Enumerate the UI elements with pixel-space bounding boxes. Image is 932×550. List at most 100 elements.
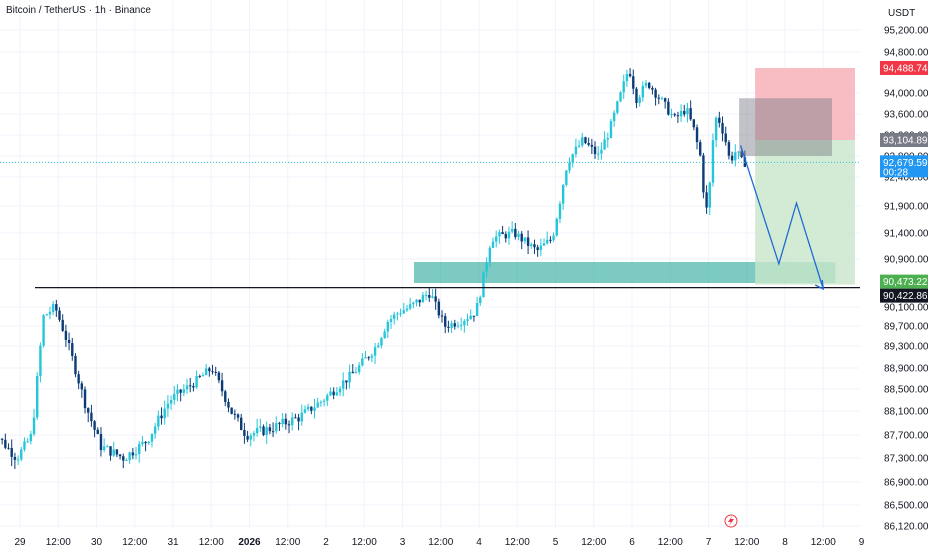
candle-body [520, 233, 523, 242]
candle-body [565, 170, 568, 185]
candle-body [654, 89, 657, 98]
take-profit-tag: 90,473.22 [883, 277, 928, 288]
entry-tag-bg [880, 132, 928, 147]
time-tick-label: 3 [400, 537, 406, 548]
price-tick-label: 88,500.00 [884, 385, 929, 396]
candle-body [332, 391, 335, 396]
candle-body [265, 427, 268, 435]
candle-body [217, 372, 221, 381]
candle-body [472, 315, 476, 317]
candle-body [663, 98, 667, 102]
support-tag: 90,422.86 [883, 291, 928, 302]
candle-body [335, 392, 339, 396]
candle-body [240, 417, 243, 430]
candle-body [424, 295, 428, 297]
candle-body [699, 142, 702, 156]
candle-body [348, 371, 351, 383]
candle-body [444, 316, 447, 327]
time-tick-label: 12:00 [199, 537, 224, 548]
candle-body [182, 389, 186, 393]
candle-body [638, 97, 641, 103]
candle-body [357, 365, 361, 373]
candle-body [479, 297, 482, 304]
candle-body [718, 117, 721, 123]
candle-body [64, 330, 68, 340]
candle-body [581, 137, 584, 146]
candle-body [542, 243, 546, 246]
candle-body [724, 133, 727, 143]
candle-body [507, 231, 511, 239]
candle-body [523, 237, 527, 242]
candle-body [670, 114, 673, 116]
support-tag-bg [880, 288, 928, 303]
candle-body [141, 441, 144, 445]
candle-body [734, 152, 737, 161]
candles [0, 68, 747, 470]
candle-body [628, 74, 632, 77]
candle-body [730, 155, 734, 161]
time-tick-label: 12:00 [428, 537, 453, 548]
candle-body [510, 228, 514, 232]
candle-body [673, 114, 676, 116]
lightning-icon[interactable] [724, 514, 738, 528]
candle-body [577, 145, 581, 147]
candle-body [74, 355, 77, 375]
candle-body [153, 426, 157, 434]
candle-body [561, 184, 565, 204]
candle-body [421, 295, 425, 303]
candle-body [648, 82, 651, 88]
candle-body [558, 203, 562, 219]
candle-body [313, 407, 316, 411]
candle-body [612, 112, 616, 122]
candle-body [552, 235, 555, 241]
candle-body [112, 449, 115, 456]
candle-body [616, 101, 619, 113]
candle-body [268, 427, 272, 432]
time-tick-label: 12:00 [122, 537, 147, 548]
candle-body [428, 295, 431, 298]
candle-body [351, 371, 354, 374]
candle-body [373, 347, 377, 356]
candle-body [625, 74, 629, 82]
candle-body [514, 228, 517, 238]
candle-body [393, 314, 396, 319]
time-tick-label: 8 [782, 537, 788, 548]
candle-body [125, 459, 128, 461]
support-zone [413, 262, 836, 283]
candle-body [128, 452, 131, 460]
candle-body [606, 137, 609, 140]
candle-body [689, 108, 692, 120]
candle-body [622, 81, 625, 93]
candle-body [271, 431, 275, 433]
symbol-title[interactable]: Bitcoin / TetherUS · 1h · Binance [6, 5, 151, 16]
candle-body [533, 244, 536, 248]
candle-body [437, 301, 441, 316]
time-axis[interactable]: 29 12:00 30 12:00 31 12:00 2026 12:00 2 12:00 3 12:… [0, 528, 865, 550]
candle-body [233, 413, 237, 415]
candle-body [198, 375, 201, 377]
candle-body [711, 140, 715, 183]
price-tick-label: 89,700.00 [884, 322, 929, 333]
time-tick-label: 12:00 [581, 537, 606, 548]
candle-body [456, 325, 460, 327]
candle-body [252, 433, 256, 436]
candle-body [482, 271, 485, 298]
candle-body [737, 151, 740, 153]
stop-loss-tag-bg [880, 60, 928, 75]
candle-body [408, 304, 412, 309]
candle-body [609, 121, 613, 138]
candle-body [96, 429, 99, 434]
candle-body [530, 244, 533, 246]
candle-body [727, 142, 731, 156]
candle-body [36, 376, 39, 418]
candle-body [361, 358, 364, 366]
candle-body [574, 146, 578, 155]
candle-body [485, 262, 488, 272]
currency-label: USDT [888, 8, 915, 19]
candle-body [641, 85, 645, 98]
candle-body [463, 321, 466, 326]
candle-body [201, 375, 205, 377]
candle-body [370, 355, 374, 358]
candle-body [106, 446, 109, 448]
